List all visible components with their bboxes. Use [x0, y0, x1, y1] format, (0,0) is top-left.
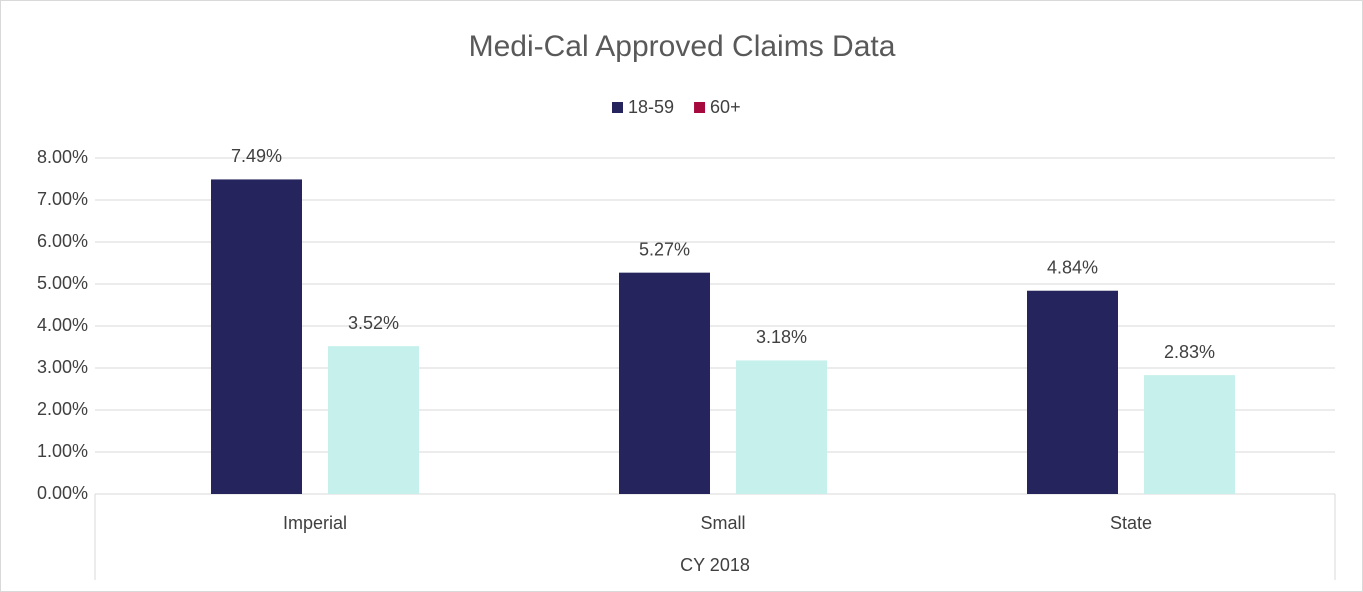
data-label: 4.84% — [1047, 257, 1098, 277]
y-tick-label: 8.00% — [37, 147, 88, 167]
x-tick-label: State — [1110, 513, 1152, 533]
legend-label: 60+ — [710, 97, 741, 117]
y-tick-label: 3.00% — [37, 357, 88, 377]
y-tick-label: 5.00% — [37, 273, 88, 293]
y-tick-label: 2.00% — [37, 399, 88, 419]
bar — [211, 179, 302, 495]
bar — [619, 272, 710, 494]
group-label: CY 2018 — [680, 555, 750, 575]
data-label: 3.18% — [756, 327, 807, 347]
legend-label: 18-59 — [628, 97, 674, 117]
y-tick-label: 1.00% — [37, 441, 88, 461]
y-tick-label: 0.00% — [37, 483, 88, 503]
bar — [736, 360, 827, 494]
y-tick-label: 7.00% — [37, 189, 88, 209]
legend-swatch — [694, 102, 706, 113]
data-label: 3.52% — [348, 313, 399, 333]
x-tick-label: Small — [700, 513, 745, 533]
bar — [328, 346, 419, 494]
y-tick-label: 4.00% — [37, 315, 88, 335]
y-tick-label: 6.00% — [37, 231, 88, 251]
data-label: 7.49% — [231, 146, 282, 166]
legend-swatch — [612, 102, 623, 113]
data-label: 2.83% — [1164, 342, 1215, 362]
chart-title: Medi-Cal Approved Claims Data — [469, 30, 896, 63]
x-tick-label: Imperial — [283, 513, 347, 533]
bar — [1144, 375, 1235, 494]
data-label: 5.27% — [639, 239, 690, 259]
bar — [1027, 290, 1118, 494]
